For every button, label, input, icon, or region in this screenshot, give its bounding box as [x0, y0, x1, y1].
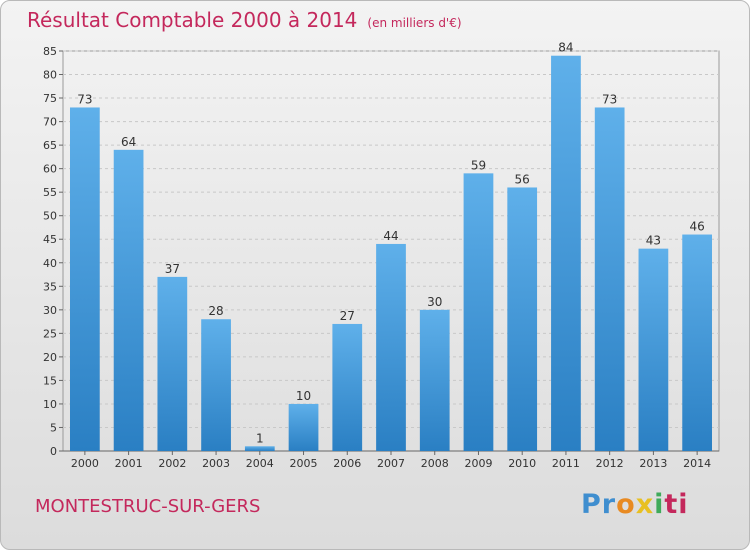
- y-tick-label: 25: [43, 327, 57, 340]
- x-tick-label: 2012: [596, 457, 624, 470]
- data-label: 1: [256, 431, 264, 445]
- x-tick-label: 2003: [202, 457, 230, 470]
- bar-2008: [419, 309, 450, 451]
- bar-2004: [244, 446, 275, 451]
- x-tick-label: 2009: [464, 457, 492, 470]
- chart-title: Résultat Comptable 2000 à 2014 (en millie…: [27, 8, 462, 32]
- y-tick-label: 40: [43, 257, 57, 270]
- y-tick-label: 5: [50, 421, 57, 434]
- bar-2013: [638, 248, 669, 451]
- bar-2001: [113, 149, 144, 451]
- bar-2002: [157, 276, 188, 451]
- bar-2006: [332, 323, 363, 451]
- x-tick-label: 2014: [683, 457, 711, 470]
- data-label: 43: [646, 234, 661, 248]
- data-label: 10: [296, 389, 311, 403]
- x-tick-label: 2001: [115, 457, 143, 470]
- title-unit: (en milliers d'€): [367, 16, 462, 30]
- bar-2009: [463, 173, 494, 451]
- data-label: 28: [208, 304, 223, 318]
- data-label: 44: [383, 229, 398, 243]
- bar-2000: [69, 107, 100, 452]
- data-label: 56: [515, 172, 530, 186]
- data-label: 30: [427, 295, 442, 309]
- y-tick-label: 30: [43, 304, 57, 317]
- x-tick-label: 2010: [508, 457, 536, 470]
- y-tick-label: 45: [43, 233, 57, 246]
- bar-2012: [594, 107, 625, 452]
- data-label: 73: [77, 92, 92, 106]
- bar-2005: [288, 403, 319, 451]
- bar-2010: [507, 187, 538, 451]
- y-tick-label: 65: [43, 139, 57, 152]
- x-tick-label: 2013: [639, 457, 667, 470]
- place-name: MONTESTRUC-SUR-GERS: [35, 496, 261, 517]
- y-tick-label: 20: [43, 351, 57, 364]
- y-tick-label: 55: [43, 186, 57, 199]
- data-label: 64: [121, 135, 136, 149]
- title-text: Résultat Comptable 2000 à 2014: [27, 8, 358, 32]
- bar-2011: [551, 55, 581, 452]
- y-tick-label: 0: [50, 445, 57, 458]
- data-label: 84: [558, 41, 573, 55]
- y-tick-label: 85: [43, 45, 57, 58]
- bar-2014: [682, 234, 713, 451]
- y-tick-label: 70: [43, 116, 57, 129]
- proxiti-logo[interactable]: Proxiti: [581, 489, 689, 520]
- y-tick-label: 10: [43, 398, 57, 411]
- y-tick-label: 15: [43, 374, 57, 387]
- x-tick-label: 2011: [552, 457, 580, 470]
- data-label: 46: [689, 220, 704, 234]
- x-tick-label: 2004: [246, 457, 274, 470]
- x-tick-label: 2008: [421, 457, 449, 470]
- data-label: 37: [165, 262, 180, 276]
- x-tick-label: 2002: [158, 457, 186, 470]
- y-tick-label: 60: [43, 163, 57, 176]
- bar-2007: [376, 243, 406, 451]
- y-tick-label: 50: [43, 210, 57, 223]
- y-tick-label: 80: [43, 69, 57, 82]
- bar-2003: [201, 319, 231, 451]
- data-label: 27: [340, 309, 355, 323]
- y-tick-label: 35: [43, 280, 57, 293]
- data-label: 59: [471, 158, 486, 172]
- x-tick-label: 2000: [71, 457, 99, 470]
- x-tick-label: 2007: [377, 457, 405, 470]
- data-label: 73: [602, 92, 617, 106]
- x-tick-label: 2005: [290, 457, 318, 470]
- y-tick-label: 75: [43, 92, 57, 105]
- x-tick-label: 2006: [333, 457, 361, 470]
